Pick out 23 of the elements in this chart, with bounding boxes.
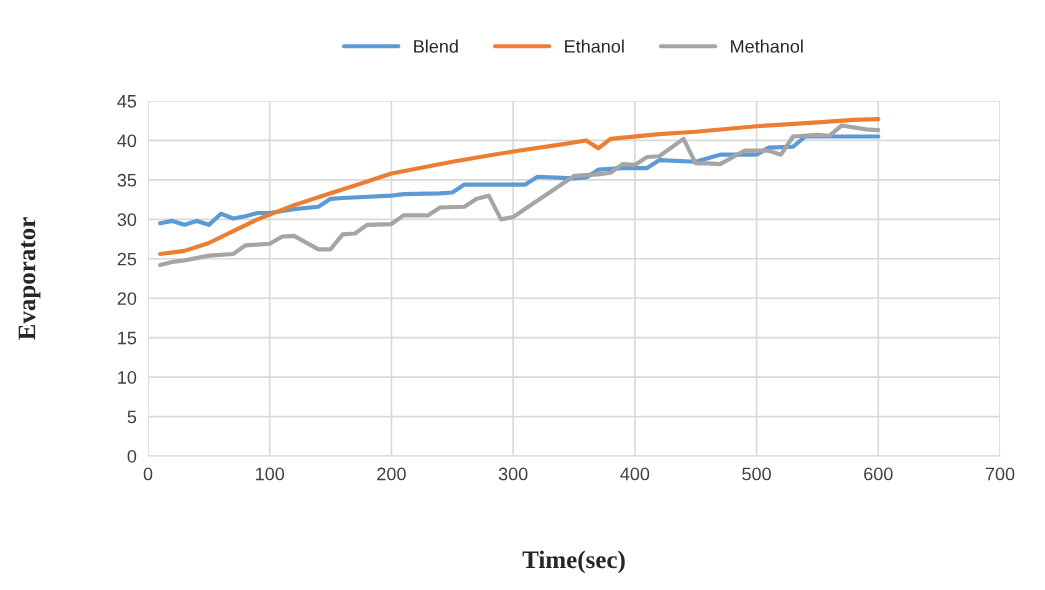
y-tick-label: 0: [127, 449, 137, 463]
y-tick-label: 15: [118, 331, 137, 345]
x-axis-title: Time(sec): [522, 550, 625, 574]
x-tick-label: 500: [742, 467, 771, 481]
legend-label: Methanol: [731, 39, 803, 53]
x-tick-label: 100: [256, 467, 285, 481]
y-tick-label: 30: [117, 213, 137, 227]
x-tick-label: 0: [143, 467, 153, 481]
y-tick-label: 20: [117, 292, 137, 305]
x-tick-label: 400: [620, 467, 650, 481]
x-tick-label: 700: [985, 467, 1015, 481]
y-tick-label: 10: [118, 371, 137, 384]
y-tick-label: 45: [117, 95, 137, 108]
y-tick-label: 40: [117, 134, 137, 148]
y-axis-title: Evaporator: [18, 217, 41, 340]
legend-label: Ethanol: [565, 39, 624, 53]
x-tick-label: 300: [498, 467, 528, 481]
legend-label: Blend: [414, 39, 458, 53]
x-tick-label: 200: [377, 467, 406, 481]
y-tick-label: 35: [117, 173, 137, 187]
y-tick-label: 25: [117, 252, 137, 266]
y-tick-label: 5: [127, 410, 137, 424]
x-tick-label: 600: [864, 467, 893, 481]
